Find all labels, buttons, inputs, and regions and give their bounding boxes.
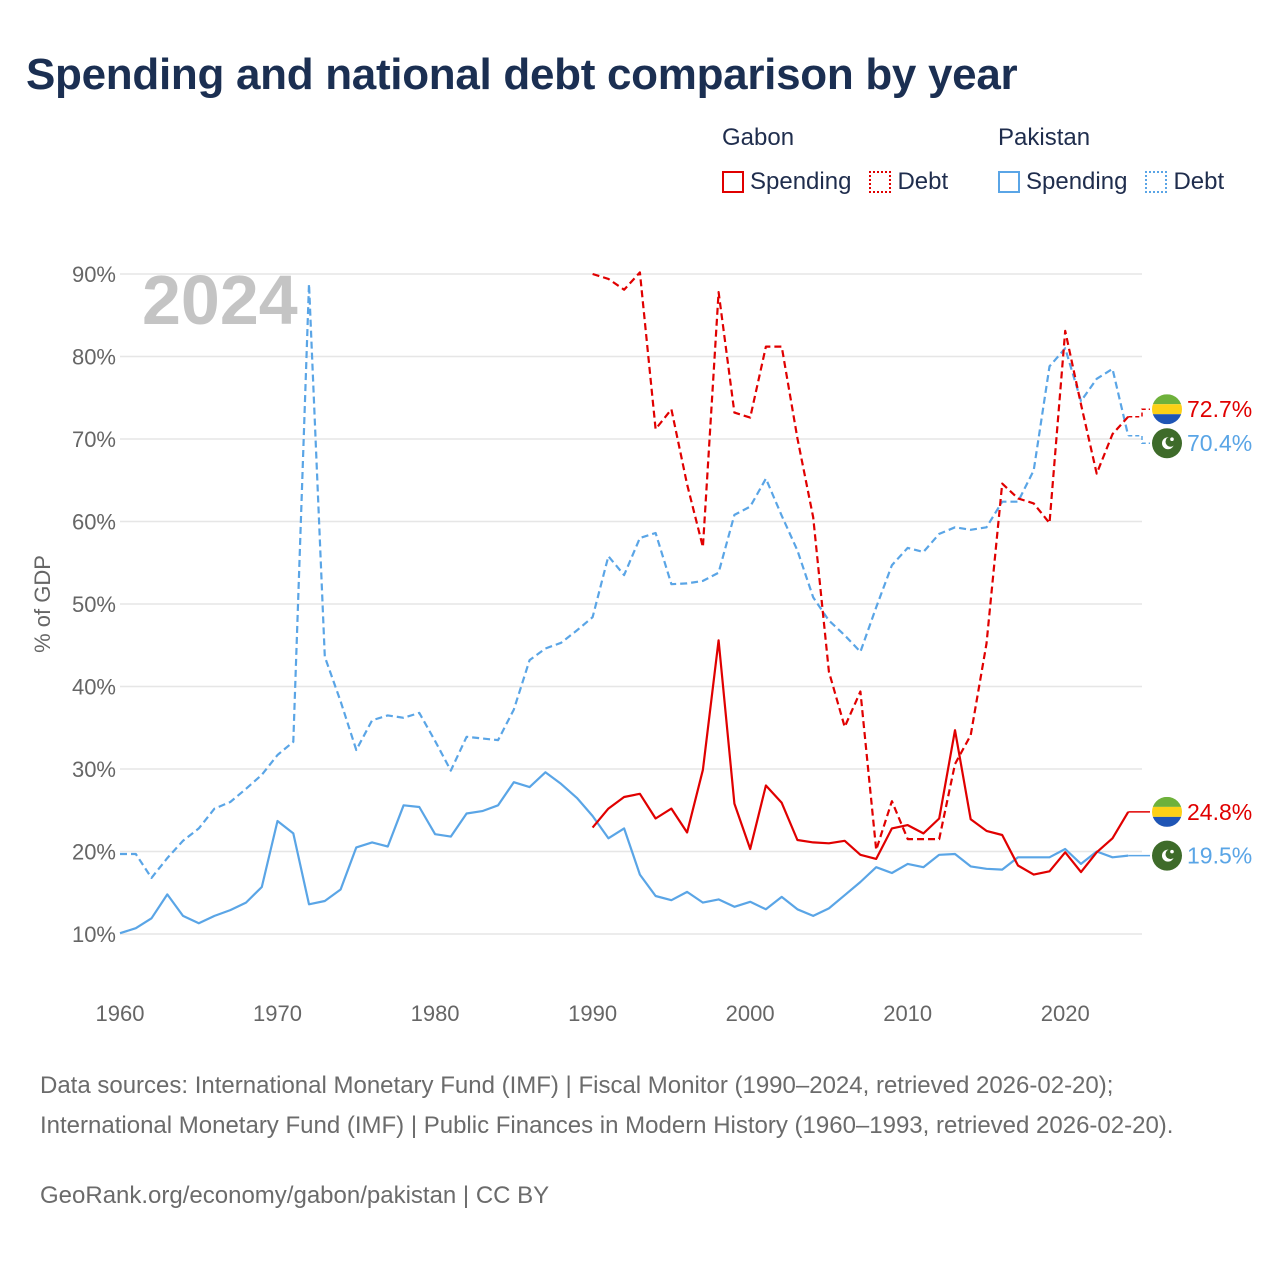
credit-link[interactable]: GeoRank.org/economy/gabon/pakistan | CC …	[40, 1182, 550, 1209]
x-tick-label: 2020	[1041, 1001, 1090, 1026]
legend-country-gabon: Gabon	[722, 124, 795, 151]
legend-label: Debt	[1173, 168, 1225, 195]
gabon-flag-blue-stripe	[1152, 414, 1182, 425]
x-tick-label: 1960	[96, 1001, 145, 1026]
legend-item-pakistan-debt[interactable]: Debt	[1145, 168, 1224, 196]
gabon-flag-green-stripe	[1152, 796, 1182, 807]
pakistan-flag-crescent-cut	[1165, 849, 1176, 860]
end-label-leader	[1128, 408, 1150, 418]
gabon-flag-green-stripe	[1152, 394, 1182, 405]
legend-country-pakistan: Pakistan	[998, 124, 1091, 151]
line-chart: 10% 20% 30% 40% 50% 60% 70% 80% 90% 1960 1970 1980 1…	[30, 261, 1252, 1026]
legend-swatch-solid	[998, 171, 1020, 193]
pakistan-flag-star	[1170, 437, 1174, 442]
y-tick-label: 10%	[72, 922, 116, 947]
chart-title: Spending and national debt comparison by…	[26, 50, 1018, 99]
x-tick-label: 1980	[411, 1001, 460, 1026]
legend-group-gabon: Gabon Spending Debt	[722, 124, 966, 196]
year-watermark: 2024	[142, 261, 298, 339]
series-line-pakistan-spending	[119, 771, 1129, 935]
y-axis-label: % of GDP	[30, 555, 55, 653]
y-tick-label: 90%	[72, 262, 116, 287]
series-line-pakistan-debt	[120, 282, 1130, 880]
y-tick-label: 60%	[72, 510, 116, 535]
legend-swatch-dotted	[869, 171, 892, 193]
x-tick-label: 2000	[726, 1001, 775, 1026]
legend-item-pakistan-spending[interactable]: Spending	[998, 168, 1127, 196]
pakistan-flag-star	[1170, 849, 1174, 854]
y-tick-label: 40%	[72, 675, 116, 700]
legend-label: Spending	[750, 168, 852, 195]
gabon-flag-yellow-stripe	[1152, 404, 1182, 415]
y-tick-label: 20%	[72, 840, 116, 865]
series-line-gabon-debt	[592, 271, 1130, 852]
legend-swatch-solid	[722, 171, 744, 193]
end-value-label: 24.8%	[1187, 799, 1252, 825]
end-value-label: 72.7%	[1187, 396, 1252, 422]
gabon-flag-blue-stripe	[1152, 816, 1182, 827]
y-tick-label: 80%	[72, 345, 116, 370]
end-value-label: 19.5%	[1187, 843, 1252, 869]
legend-label: Debt	[897, 168, 949, 195]
legend-label: Spending	[1026, 168, 1128, 195]
end-value-label: 70.4%	[1187, 430, 1252, 456]
pakistan-flag-crescent-cut	[1165, 436, 1176, 447]
legend-group-pakistan: Pakistan Spending Debt	[998, 124, 1242, 196]
legend-swatch-dotted	[1145, 171, 1168, 193]
x-tick-label: 1990	[568, 1001, 617, 1026]
end-label-leader	[1128, 434, 1150, 444]
y-tick-label: 50%	[72, 592, 116, 617]
legend-item-gabon-spending[interactable]: Spending	[722, 168, 851, 196]
series-line-gabon-spending	[591, 639, 1130, 876]
legend-item-gabon-debt[interactable]: Debt	[869, 168, 948, 196]
y-tick-label: 70%	[72, 427, 116, 452]
y-tick-label: 30%	[72, 757, 116, 782]
gabon-flag-yellow-stripe	[1152, 806, 1182, 817]
x-tick-label: 2010	[883, 1001, 932, 1026]
x-tick-label: 1970	[253, 1001, 302, 1026]
data-sources: Data sources: International Monetary Fun…	[40, 1072, 1174, 1139]
